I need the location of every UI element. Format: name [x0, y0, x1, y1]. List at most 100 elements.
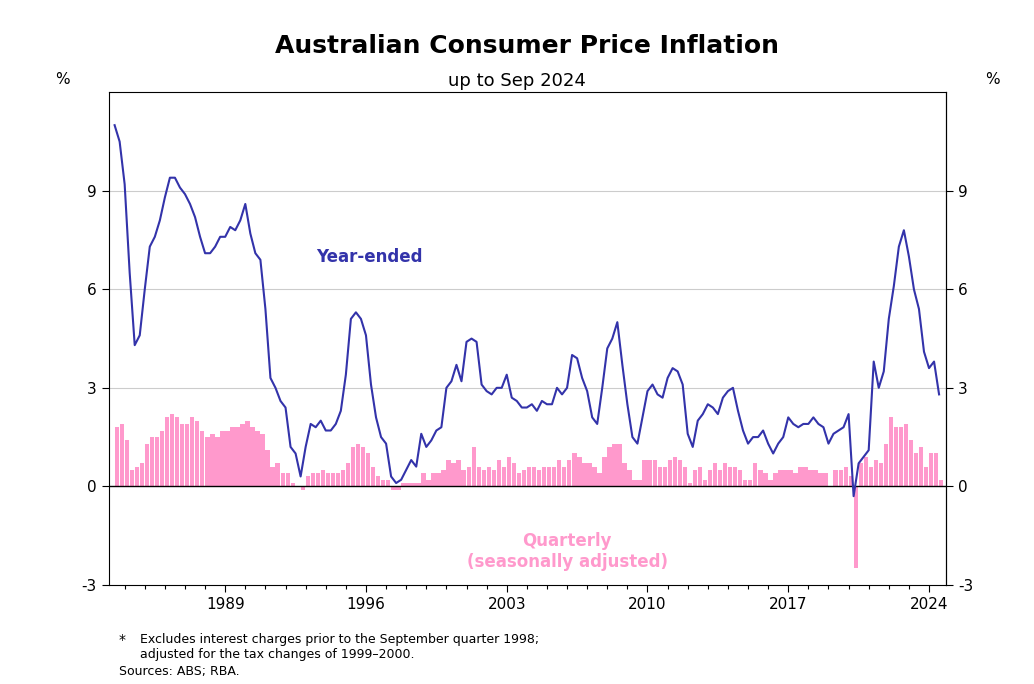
- Bar: [708, 470, 712, 486]
- Bar: [351, 447, 356, 486]
- Bar: [612, 444, 616, 486]
- Bar: [522, 470, 526, 486]
- Bar: [587, 463, 591, 486]
- Bar: [431, 473, 435, 486]
- Bar: [366, 453, 370, 486]
- Bar: [406, 483, 410, 486]
- Bar: [386, 479, 391, 486]
- Bar: [507, 457, 511, 486]
- Bar: [382, 479, 386, 486]
- Bar: [396, 486, 400, 490]
- Bar: [622, 463, 627, 486]
- Bar: [753, 463, 758, 486]
- Bar: [869, 466, 873, 486]
- Bar: [160, 430, 164, 486]
- Bar: [436, 473, 440, 486]
- Bar: [412, 483, 416, 486]
- Bar: [185, 424, 189, 486]
- Bar: [336, 473, 340, 486]
- Bar: [628, 470, 632, 486]
- Bar: [164, 417, 170, 486]
- Bar: [668, 460, 672, 486]
- Bar: [779, 470, 783, 486]
- Bar: [231, 428, 235, 486]
- Bar: [542, 466, 546, 486]
- Bar: [582, 463, 586, 486]
- Bar: [637, 479, 642, 486]
- Bar: [572, 453, 577, 486]
- Bar: [356, 444, 360, 486]
- Bar: [562, 466, 567, 486]
- Bar: [417, 483, 421, 486]
- Bar: [607, 447, 612, 486]
- Bar: [321, 470, 325, 486]
- Bar: [391, 486, 396, 490]
- Bar: [688, 483, 692, 486]
- Bar: [914, 453, 918, 486]
- Bar: [306, 477, 310, 486]
- Bar: [728, 466, 732, 486]
- Bar: [512, 463, 516, 486]
- Bar: [673, 457, 677, 486]
- Bar: [924, 466, 929, 486]
- Bar: [909, 440, 913, 486]
- Bar: [331, 473, 335, 486]
- Bar: [326, 473, 330, 486]
- Bar: [376, 477, 381, 486]
- Bar: [748, 479, 753, 486]
- Bar: [763, 473, 767, 486]
- Bar: [466, 466, 470, 486]
- Bar: [210, 434, 214, 486]
- Bar: [783, 470, 788, 486]
- Bar: [693, 470, 697, 486]
- Bar: [452, 463, 456, 486]
- Text: Excludes interest charges prior to the September quarter 1998;
adjusted for the : Excludes interest charges prior to the S…: [140, 633, 539, 661]
- Bar: [803, 466, 808, 486]
- Bar: [245, 421, 250, 486]
- Bar: [598, 473, 602, 486]
- Bar: [904, 424, 908, 486]
- Bar: [496, 460, 501, 486]
- Bar: [547, 466, 551, 486]
- Bar: [677, 460, 682, 486]
- Bar: [557, 460, 561, 486]
- Bar: [738, 470, 742, 486]
- Bar: [175, 417, 179, 486]
- Bar: [115, 428, 119, 486]
- Bar: [642, 460, 647, 486]
- Bar: [633, 479, 637, 486]
- Bar: [236, 428, 240, 486]
- Bar: [814, 470, 818, 486]
- Bar: [120, 424, 124, 486]
- Bar: [833, 470, 838, 486]
- Bar: [682, 466, 688, 486]
- Bar: [477, 466, 481, 486]
- Bar: [205, 437, 210, 486]
- Bar: [798, 466, 802, 486]
- Bar: [602, 457, 607, 486]
- Bar: [768, 479, 772, 486]
- Bar: [472, 447, 476, 486]
- Bar: [190, 417, 194, 486]
- Bar: [863, 457, 869, 486]
- Bar: [421, 473, 426, 486]
- Text: Quarterly
(seasonally adjusted): Quarterly (seasonally adjusted): [466, 532, 668, 571]
- Bar: [531, 466, 537, 486]
- Bar: [823, 473, 828, 486]
- Bar: [220, 430, 224, 486]
- Bar: [426, 479, 431, 486]
- Bar: [698, 466, 702, 486]
- Bar: [195, 421, 200, 486]
- Bar: [889, 417, 893, 486]
- Bar: [125, 440, 129, 486]
- Bar: [552, 466, 556, 486]
- Bar: [129, 470, 134, 486]
- Bar: [361, 447, 365, 486]
- Bar: [773, 473, 778, 486]
- Bar: [712, 463, 718, 486]
- Bar: [401, 483, 405, 486]
- Text: %: %: [984, 73, 1000, 88]
- Bar: [200, 430, 205, 486]
- Bar: [743, 479, 748, 486]
- Bar: [442, 470, 446, 486]
